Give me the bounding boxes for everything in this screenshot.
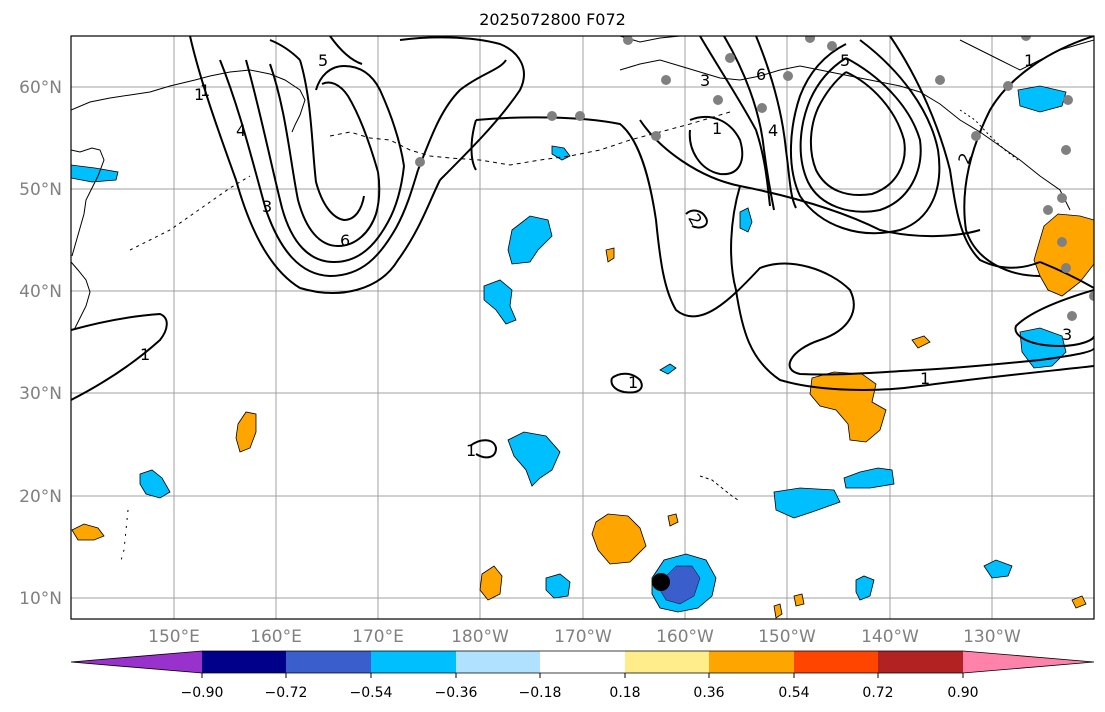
lon-label: 160°W: [656, 627, 714, 647]
colorbar-tick-label: −0.72: [265, 685, 308, 701]
contour-label: 1: [1024, 51, 1034, 70]
dark-blue-anomaly: [659, 565, 701, 605]
contour-label: 4: [236, 121, 246, 140]
lat-label: 50°N: [19, 180, 62, 200]
height-contours: [71, 36, 1094, 459]
colorbar-segment: [71, 651, 202, 673]
storm-center-marker: [652, 573, 670, 591]
station-markers: [415, 36, 1094, 321]
contour-label: 3: [262, 197, 272, 216]
contour-label: 1: [200, 81, 210, 100]
latitude-labels: 60°N 50°N 40°N 30°N 20°N 10°N: [19, 78, 62, 609]
contour-label: 6: [340, 231, 350, 250]
colorbar-tick-label: −0.54: [350, 685, 393, 701]
colorbar-tick-label: 0.90: [947, 685, 978, 701]
lat-label: 10°N: [19, 589, 62, 609]
contour-label: 6: [756, 65, 766, 84]
colorbar-segment: [625, 651, 709, 673]
gridlines: [71, 36, 1094, 619]
lat-label: 60°N: [19, 78, 62, 98]
lon-label: 130°W: [963, 627, 1021, 647]
lon-label: 150°W: [758, 627, 816, 647]
colorbar-tick-label: 0.18: [609, 685, 640, 701]
lat-label: 40°N: [19, 282, 62, 302]
lon-label: 150°E: [148, 627, 200, 647]
colorbar-segment: [371, 651, 456, 673]
lon-label: 170°W: [554, 627, 612, 647]
colorbar: −0.90 −0.72 −0.54 −0.36 −0.18 0.18 0.36 …: [70, 650, 1095, 701]
colorbar-segment: [540, 651, 625, 673]
longitude-labels: 150°E 160°E 170°E 180°W 170°W 160°W 150°…: [148, 627, 1021, 647]
colorbar-tick-label: −0.36: [435, 685, 478, 701]
contour-label: 1: [194, 85, 204, 104]
contour-label: 3: [700, 71, 710, 90]
colorbar-segment: [286, 651, 371, 673]
contour-label: 1: [628, 373, 638, 392]
lon-label: 140°W: [861, 627, 919, 647]
colorbar-tick-label: 0.72: [862, 685, 893, 701]
contour-label: 5: [840, 51, 850, 70]
colorbar-segment: [709, 651, 794, 673]
colorbar-segment: [963, 651, 1094, 673]
contour-label: 4: [768, 121, 778, 140]
colorbar-tick-label: 0.36: [693, 685, 724, 701]
lon-label: 170°E: [352, 627, 404, 647]
contour-label: 1: [712, 119, 722, 138]
lat-label: 20°N: [19, 487, 62, 507]
map-border: [70, 35, 1095, 620]
contour-labels: 1 2 3 4 5 6 1 2 3 4 5 6 1 1 1 1 3 1 1: [140, 51, 1072, 460]
contour-label: 1: [140, 345, 150, 364]
coastlines: [71, 36, 1094, 565]
contour-label: 3: [1062, 325, 1072, 344]
colorbar-segment: [456, 651, 540, 673]
contour-label: 1: [466, 441, 476, 460]
colorbar-segment: [878, 651, 963, 673]
colorbar-segment: [794, 651, 878, 673]
lat-label: 30°N: [19, 384, 62, 404]
contour-label: 1: [920, 369, 930, 388]
colorbar-segment: [202, 651, 286, 673]
lon-label: 160°E: [250, 627, 302, 647]
colorbar-tick-label: −0.18: [519, 685, 562, 701]
map-title: 2025072800 F072: [479, 10, 626, 29]
lon-label: 180°W: [451, 627, 509, 647]
colorbar-tick-label: 0.54: [778, 685, 809, 701]
contour-label: 5: [318, 51, 328, 70]
colorbar-tick-label: −0.90: [181, 685, 224, 701]
